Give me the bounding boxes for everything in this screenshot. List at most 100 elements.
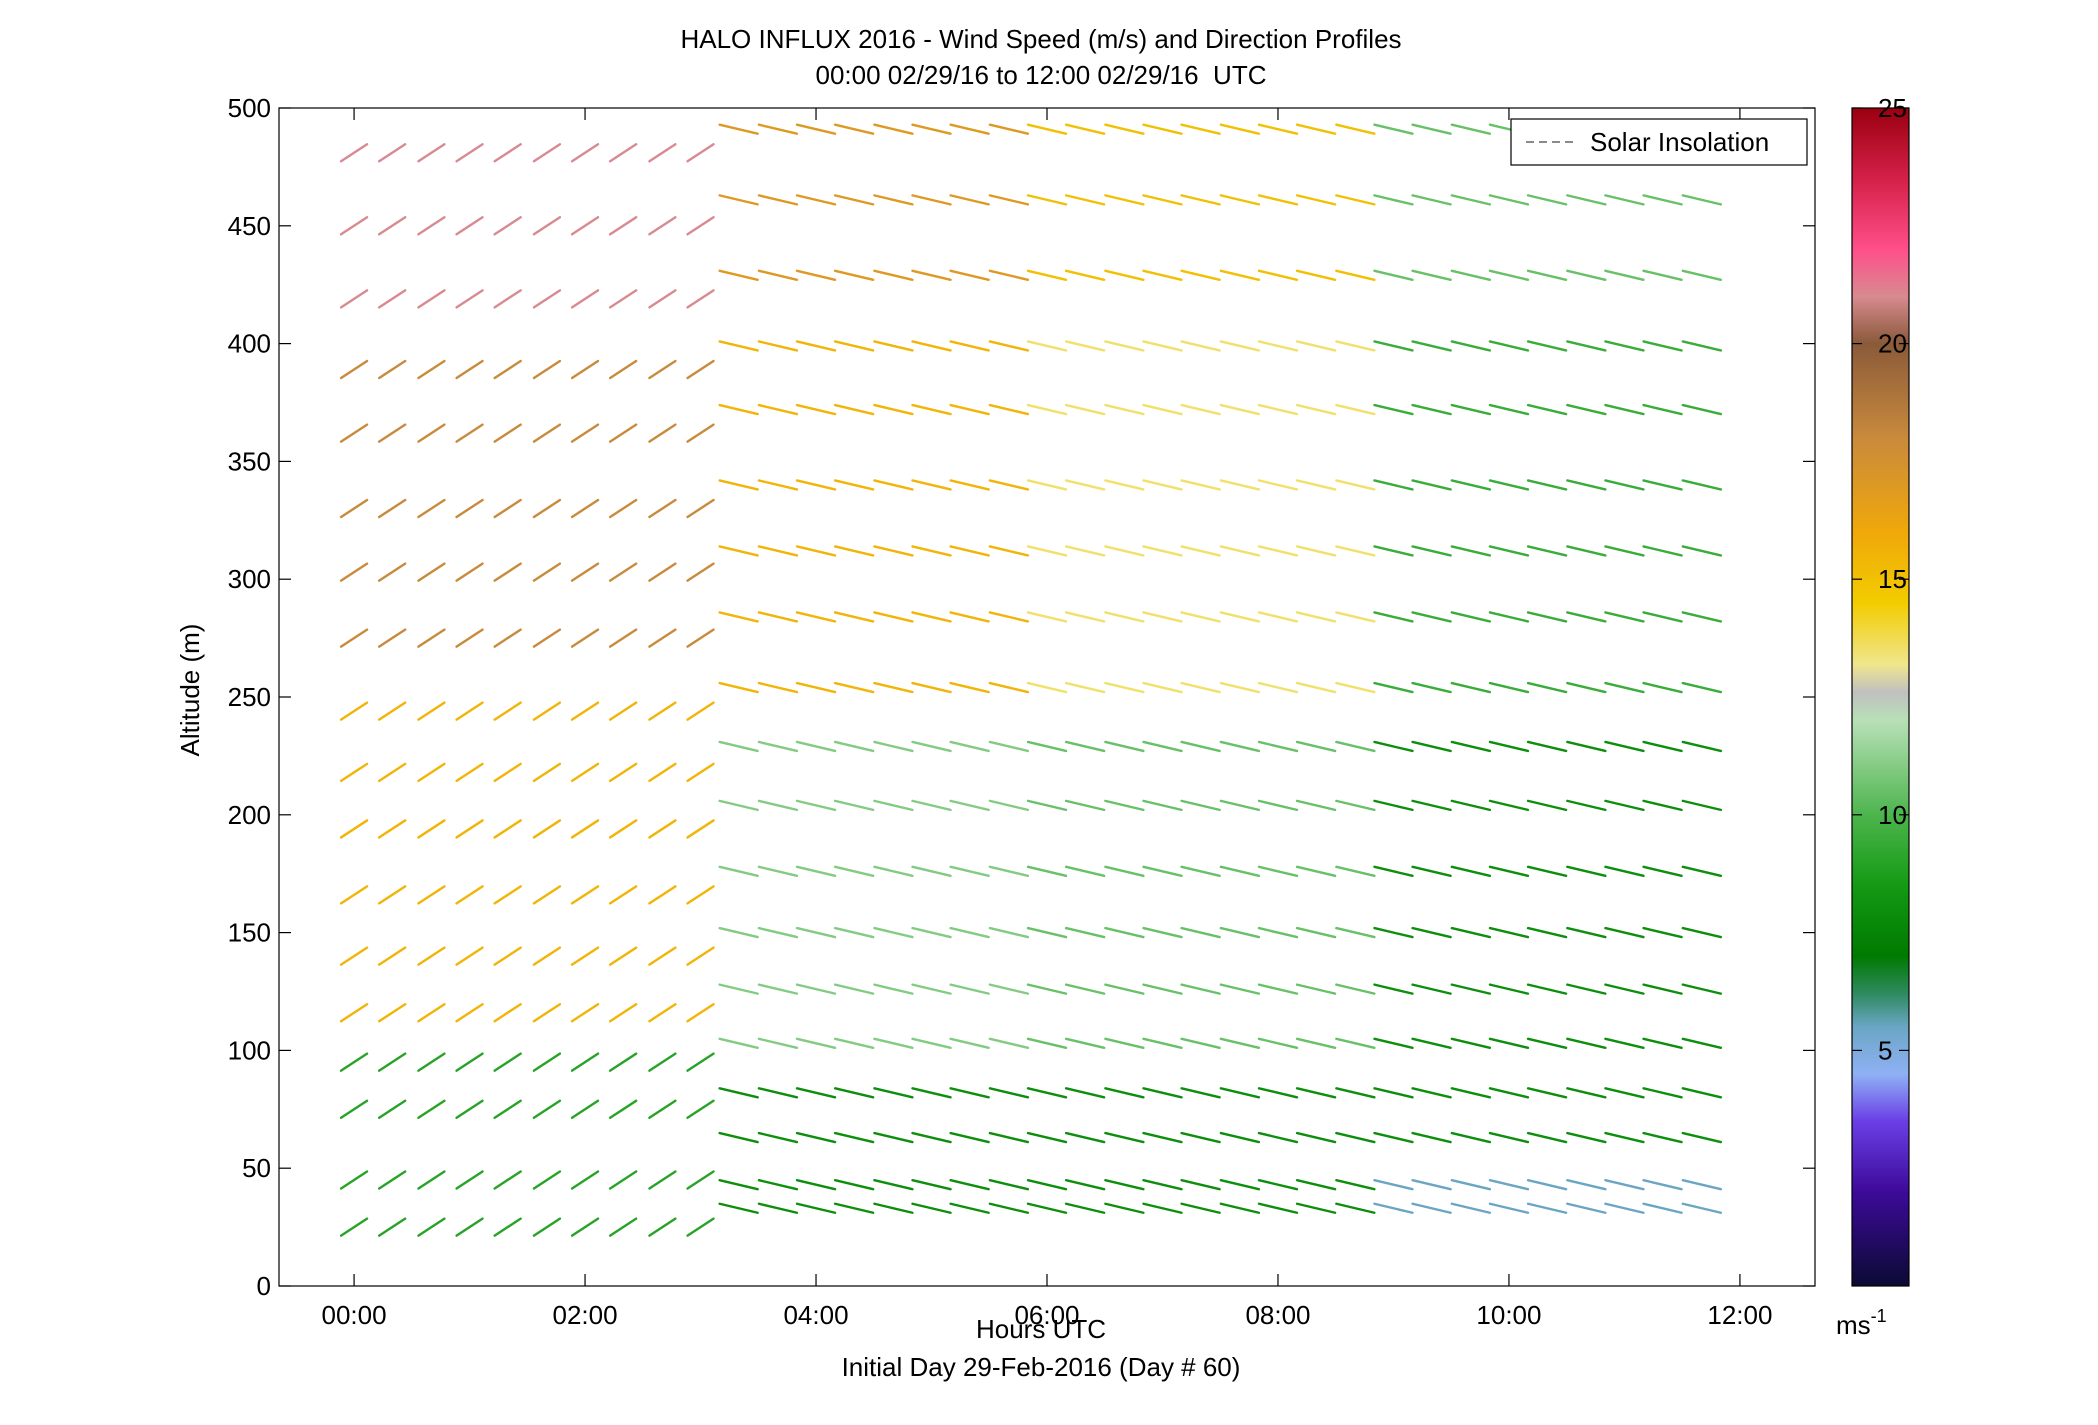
wind-barb: [1450, 479, 1492, 491]
wind-barb: [532, 562, 562, 582]
wind-barb: [1566, 269, 1607, 281]
wind-barb: [1257, 1131, 1299, 1144]
x-tick-label: 04:00: [783, 1300, 848, 1330]
wind-barb: [1257, 681, 1299, 694]
wind-barb: [417, 819, 446, 839]
wind-barb: [1488, 1131, 1530, 1144]
wind-barb: [1642, 1178, 1683, 1191]
wind-barb: [1373, 269, 1414, 281]
wind-barb: [795, 340, 837, 352]
wind-barb: [377, 885, 407, 905]
wind-barb: [1526, 1178, 1568, 1191]
colorbar-unit: ms: [1836, 1310, 1871, 1340]
wind-barb: [1373, 1087, 1414, 1099]
y-tick-label: 100: [228, 1035, 271, 1065]
wind-barb: [757, 681, 799, 694]
wind-barb: [1026, 681, 1068, 694]
wind-barb: [1219, 983, 1261, 995]
wind-barb: [1566, 926, 1607, 939]
wind-barb: [911, 545, 952, 557]
wind-barb: [377, 423, 407, 443]
wind-barb: [1335, 611, 1376, 623]
wind-barb: [795, 681, 837, 694]
wind-barb: [686, 885, 715, 905]
wind-barb: [1257, 983, 1299, 995]
wind-barb: [911, 403, 952, 416]
wind-barb: [1373, 983, 1414, 995]
wind-barb: [1411, 1131, 1452, 1144]
wind-barb: [911, 740, 952, 753]
wind-barb: [1335, 799, 1376, 812]
wind-barb: [1104, 1178, 1145, 1191]
wind-barb: [686, 1170, 715, 1190]
wind-barb: [608, 359, 638, 380]
wind-barb: [1373, 1037, 1414, 1050]
wind-barb: [833, 479, 875, 491]
wind-barb: [417, 762, 446, 783]
wind-barb: [718, 1037, 759, 1050]
wind-barb: [648, 1003, 677, 1023]
wind-barbs: [339, 123, 1723, 1237]
wind-barb: [608, 1052, 638, 1072]
wind-barb: [339, 289, 369, 309]
wind-barb: [1142, 479, 1183, 491]
wind-barb: [1180, 983, 1221, 995]
wind-barb: [417, 1003, 446, 1023]
wind-barb: [1411, 545, 1452, 557]
wind-barb: [339, 946, 369, 966]
wind-barb: [532, 359, 562, 380]
wind-barb: [718, 865, 759, 878]
wind-barb: [1257, 479, 1299, 491]
wind-barb: [417, 946, 446, 966]
wind-barb: [608, 946, 638, 966]
wind-barb: [1450, 983, 1492, 995]
wind-barb: [1566, 479, 1607, 491]
wind-barb: [1604, 340, 1645, 352]
wind-barb: [1295, 1087, 1337, 1099]
wind-barb: [1526, 1202, 1568, 1214]
wind-barb: [949, 1087, 990, 1099]
wind-barb: [1681, 479, 1723, 491]
wind-barb: [570, 819, 600, 839]
wind-barb: [1142, 611, 1183, 623]
wind-barb: [417, 216, 446, 236]
wind-barb: [949, 926, 990, 939]
wind-barb: [1219, 740, 1261, 753]
wind-barb: [1604, 269, 1645, 281]
wind-barb: [873, 403, 914, 416]
wind-barb: [1295, 123, 1337, 135]
wind-barb: [417, 885, 446, 905]
wind-barb: [1026, 269, 1068, 281]
wind-barb: [949, 545, 990, 557]
wind-barb: [1219, 123, 1261, 135]
wind-barb: [988, 926, 1030, 939]
wind-barb: [718, 479, 759, 491]
wind-barb: [1219, 545, 1261, 557]
wind-barb: [686, 289, 715, 309]
wind-barb: [795, 1131, 837, 1144]
wind-barb: [570, 562, 600, 582]
wind-barb: [648, 423, 677, 443]
wind-barb: [1488, 799, 1530, 812]
wind-barb: [339, 1099, 369, 1120]
wind-barb: [1257, 1087, 1299, 1099]
wind-barb: [795, 123, 837, 135]
wind-barb: [1257, 799, 1299, 812]
wind-barb: [455, 423, 484, 443]
wind-barb: [1411, 269, 1452, 281]
wind-barb: [1488, 983, 1530, 995]
wind-barb: [1411, 194, 1452, 206]
wind-barb: [911, 340, 952, 352]
wind-barb: [1335, 545, 1376, 557]
wind-barb: [757, 1202, 799, 1214]
wind-barb: [1566, 1037, 1607, 1050]
wind-barb: [833, 865, 875, 878]
wind-barb: [1142, 681, 1183, 694]
wind-barb: [608, 701, 638, 721]
wind-barb: [795, 269, 837, 281]
wind-barb: [1064, 865, 1106, 878]
wind-barb: [873, 269, 914, 281]
wind-barb: [377, 216, 407, 236]
wind-barb: [1295, 1131, 1337, 1144]
